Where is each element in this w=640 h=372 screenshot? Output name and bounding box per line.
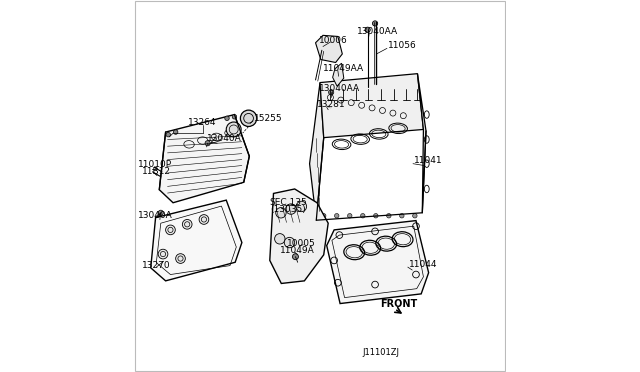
- Circle shape: [175, 254, 186, 263]
- Circle shape: [227, 122, 241, 137]
- Text: 13040A: 13040A: [207, 134, 241, 143]
- Circle shape: [335, 214, 339, 218]
- Text: 11049AA: 11049AA: [323, 64, 364, 73]
- Text: 11049A: 11049A: [280, 246, 315, 255]
- Text: 13264: 13264: [188, 118, 216, 126]
- Text: 13040A: 13040A: [138, 211, 172, 220]
- Text: 13040AA: 13040AA: [319, 84, 360, 93]
- Text: 11056: 11056: [388, 41, 417, 50]
- Circle shape: [286, 204, 296, 214]
- Circle shape: [225, 116, 229, 121]
- Circle shape: [166, 225, 175, 235]
- Text: SEC.135: SEC.135: [269, 198, 307, 207]
- Polygon shape: [316, 35, 342, 62]
- Text: J11101ZJ: J11101ZJ: [363, 348, 400, 357]
- Circle shape: [182, 219, 192, 229]
- Text: 10005: 10005: [287, 239, 316, 248]
- Circle shape: [173, 130, 178, 134]
- Text: 13270: 13270: [142, 262, 171, 270]
- Polygon shape: [159, 115, 250, 203]
- Polygon shape: [310, 83, 324, 220]
- Circle shape: [241, 110, 257, 126]
- Text: FRONT: FRONT: [380, 299, 417, 308]
- Circle shape: [413, 214, 417, 218]
- Circle shape: [284, 237, 294, 248]
- Circle shape: [166, 132, 170, 137]
- Circle shape: [365, 27, 370, 32]
- Text: 13281: 13281: [317, 100, 346, 109]
- Circle shape: [158, 249, 168, 259]
- Circle shape: [232, 115, 237, 119]
- Text: 13040AA: 13040AA: [356, 27, 397, 36]
- Polygon shape: [326, 221, 429, 304]
- Polygon shape: [270, 189, 328, 283]
- Text: (13035): (13035): [270, 205, 305, 214]
- Circle shape: [387, 214, 391, 218]
- Circle shape: [348, 214, 352, 218]
- Text: 10006: 10006: [319, 36, 348, 45]
- Circle shape: [374, 214, 378, 218]
- Circle shape: [205, 141, 211, 146]
- Circle shape: [296, 201, 307, 212]
- Circle shape: [275, 234, 285, 244]
- Circle shape: [399, 214, 404, 218]
- Circle shape: [328, 90, 334, 95]
- Text: 11044: 11044: [408, 260, 437, 269]
- Polygon shape: [151, 200, 242, 281]
- Polygon shape: [417, 74, 426, 213]
- Text: 11B12: 11B12: [142, 167, 171, 176]
- Circle shape: [158, 210, 163, 215]
- Circle shape: [372, 21, 378, 26]
- Polygon shape: [333, 63, 344, 86]
- Circle shape: [199, 215, 209, 224]
- Circle shape: [321, 214, 326, 218]
- Text: 11010P: 11010P: [138, 160, 172, 169]
- Circle shape: [276, 208, 286, 218]
- Polygon shape: [320, 74, 424, 138]
- Circle shape: [292, 254, 298, 260]
- Text: 15255: 15255: [254, 114, 282, 123]
- Circle shape: [360, 214, 365, 218]
- Text: 11041: 11041: [413, 156, 442, 165]
